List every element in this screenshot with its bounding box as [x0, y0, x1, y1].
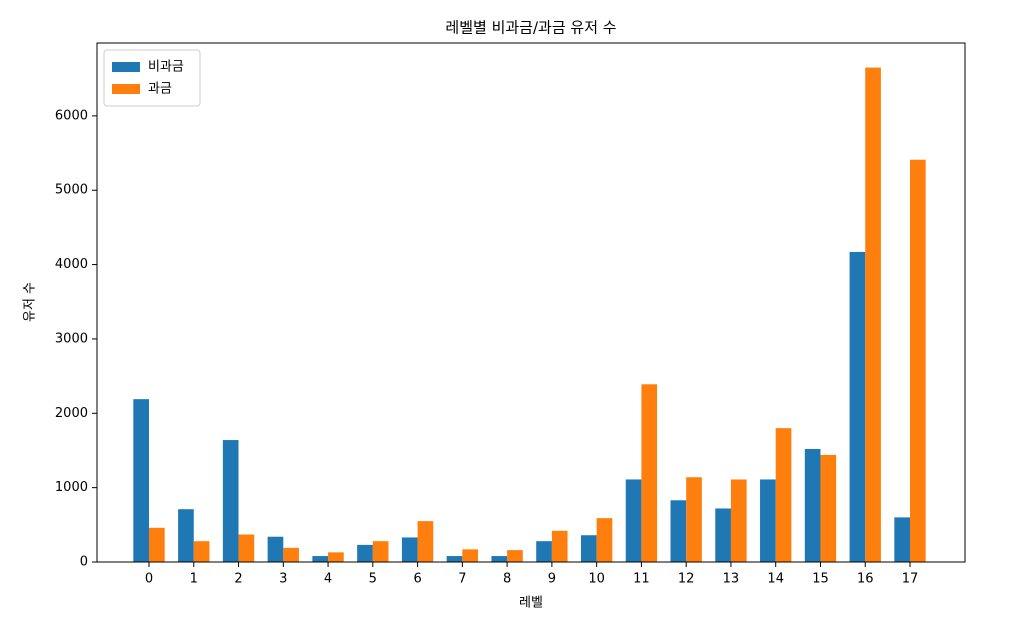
bar	[596, 518, 613, 562]
x-tick-label: 3	[279, 572, 287, 587]
y-tick-label: 1000	[55, 480, 88, 495]
x-axis-label: 레벨	[519, 596, 543, 611]
bar	[507, 550, 523, 562]
bar	[462, 549, 479, 562]
x-tick-label: 8	[503, 572, 511, 587]
x-tick-label: 6	[413, 572, 421, 587]
bar	[357, 544, 373, 562]
bar	[804, 448, 821, 562]
x-tick-label: 5	[369, 572, 377, 587]
x-tick-label: 7	[458, 572, 466, 587]
bar	[283, 547, 299, 562]
legend-label: 과금	[148, 82, 172, 97]
x-tick-label: 9	[548, 572, 556, 587]
bar	[849, 251, 866, 562]
bar	[238, 534, 255, 562]
bar	[372, 541, 389, 562]
y-axis-label: 유저 수	[23, 282, 38, 322]
bar	[865, 67, 881, 563]
bar	[775, 428, 792, 562]
bar	[193, 541, 210, 562]
y-tick-label: 2000	[55, 406, 88, 421]
bar	[551, 530, 568, 562]
legend-swatch	[112, 84, 140, 94]
bar	[686, 477, 702, 562]
x-tick-label: 0	[145, 572, 153, 587]
bar	[894, 517, 910, 562]
bar	[133, 399, 149, 562]
y-tick-label: 4000	[55, 257, 88, 272]
bar	[715, 508, 731, 562]
x-tick-label: 15	[812, 572, 829, 587]
chart-title: 레벨별 비과금/과금 유저 수	[445, 19, 616, 37]
bar	[491, 556, 508, 562]
bar	[641, 384, 658, 562]
bar	[760, 479, 776, 562]
y-tick-label: 5000	[55, 183, 88, 198]
bar	[446, 556, 463, 562]
bar	[328, 552, 344, 562]
x-tick-label: 1	[190, 572, 198, 587]
x-tick-label: 16	[857, 572, 874, 587]
bar	[910, 159, 926, 562]
x-tick-label: 17	[902, 572, 919, 587]
bar	[670, 500, 687, 562]
bar	[149, 527, 165, 562]
x-tick-label: 11	[633, 572, 650, 587]
bar	[820, 454, 837, 562]
bar	[312, 556, 329, 562]
legend-label: 비과금	[148, 60, 184, 75]
y-tick-label: 3000	[55, 331, 88, 346]
bar	[267, 536, 284, 562]
x-tick-label: 2	[234, 572, 242, 587]
x-tick-label: 12	[678, 572, 695, 587]
bar	[401, 537, 418, 562]
x-tick-label: 4	[324, 572, 332, 587]
bar	[536, 541, 552, 562]
y-tick-label: 6000	[55, 108, 88, 123]
y-tick-label: 0	[80, 555, 88, 570]
x-tick-label: 10	[588, 572, 605, 587]
bar	[625, 479, 642, 562]
bar	[417, 521, 434, 562]
bar	[222, 440, 239, 562]
bar	[730, 479, 747, 562]
bar	[178, 509, 194, 562]
legend-swatch	[112, 62, 140, 72]
legend-box	[103, 49, 201, 107]
x-tick-label: 13	[723, 572, 740, 587]
bar	[580, 535, 597, 562]
x-tick-label: 14	[767, 572, 784, 587]
plot-frame	[96, 42, 966, 563]
